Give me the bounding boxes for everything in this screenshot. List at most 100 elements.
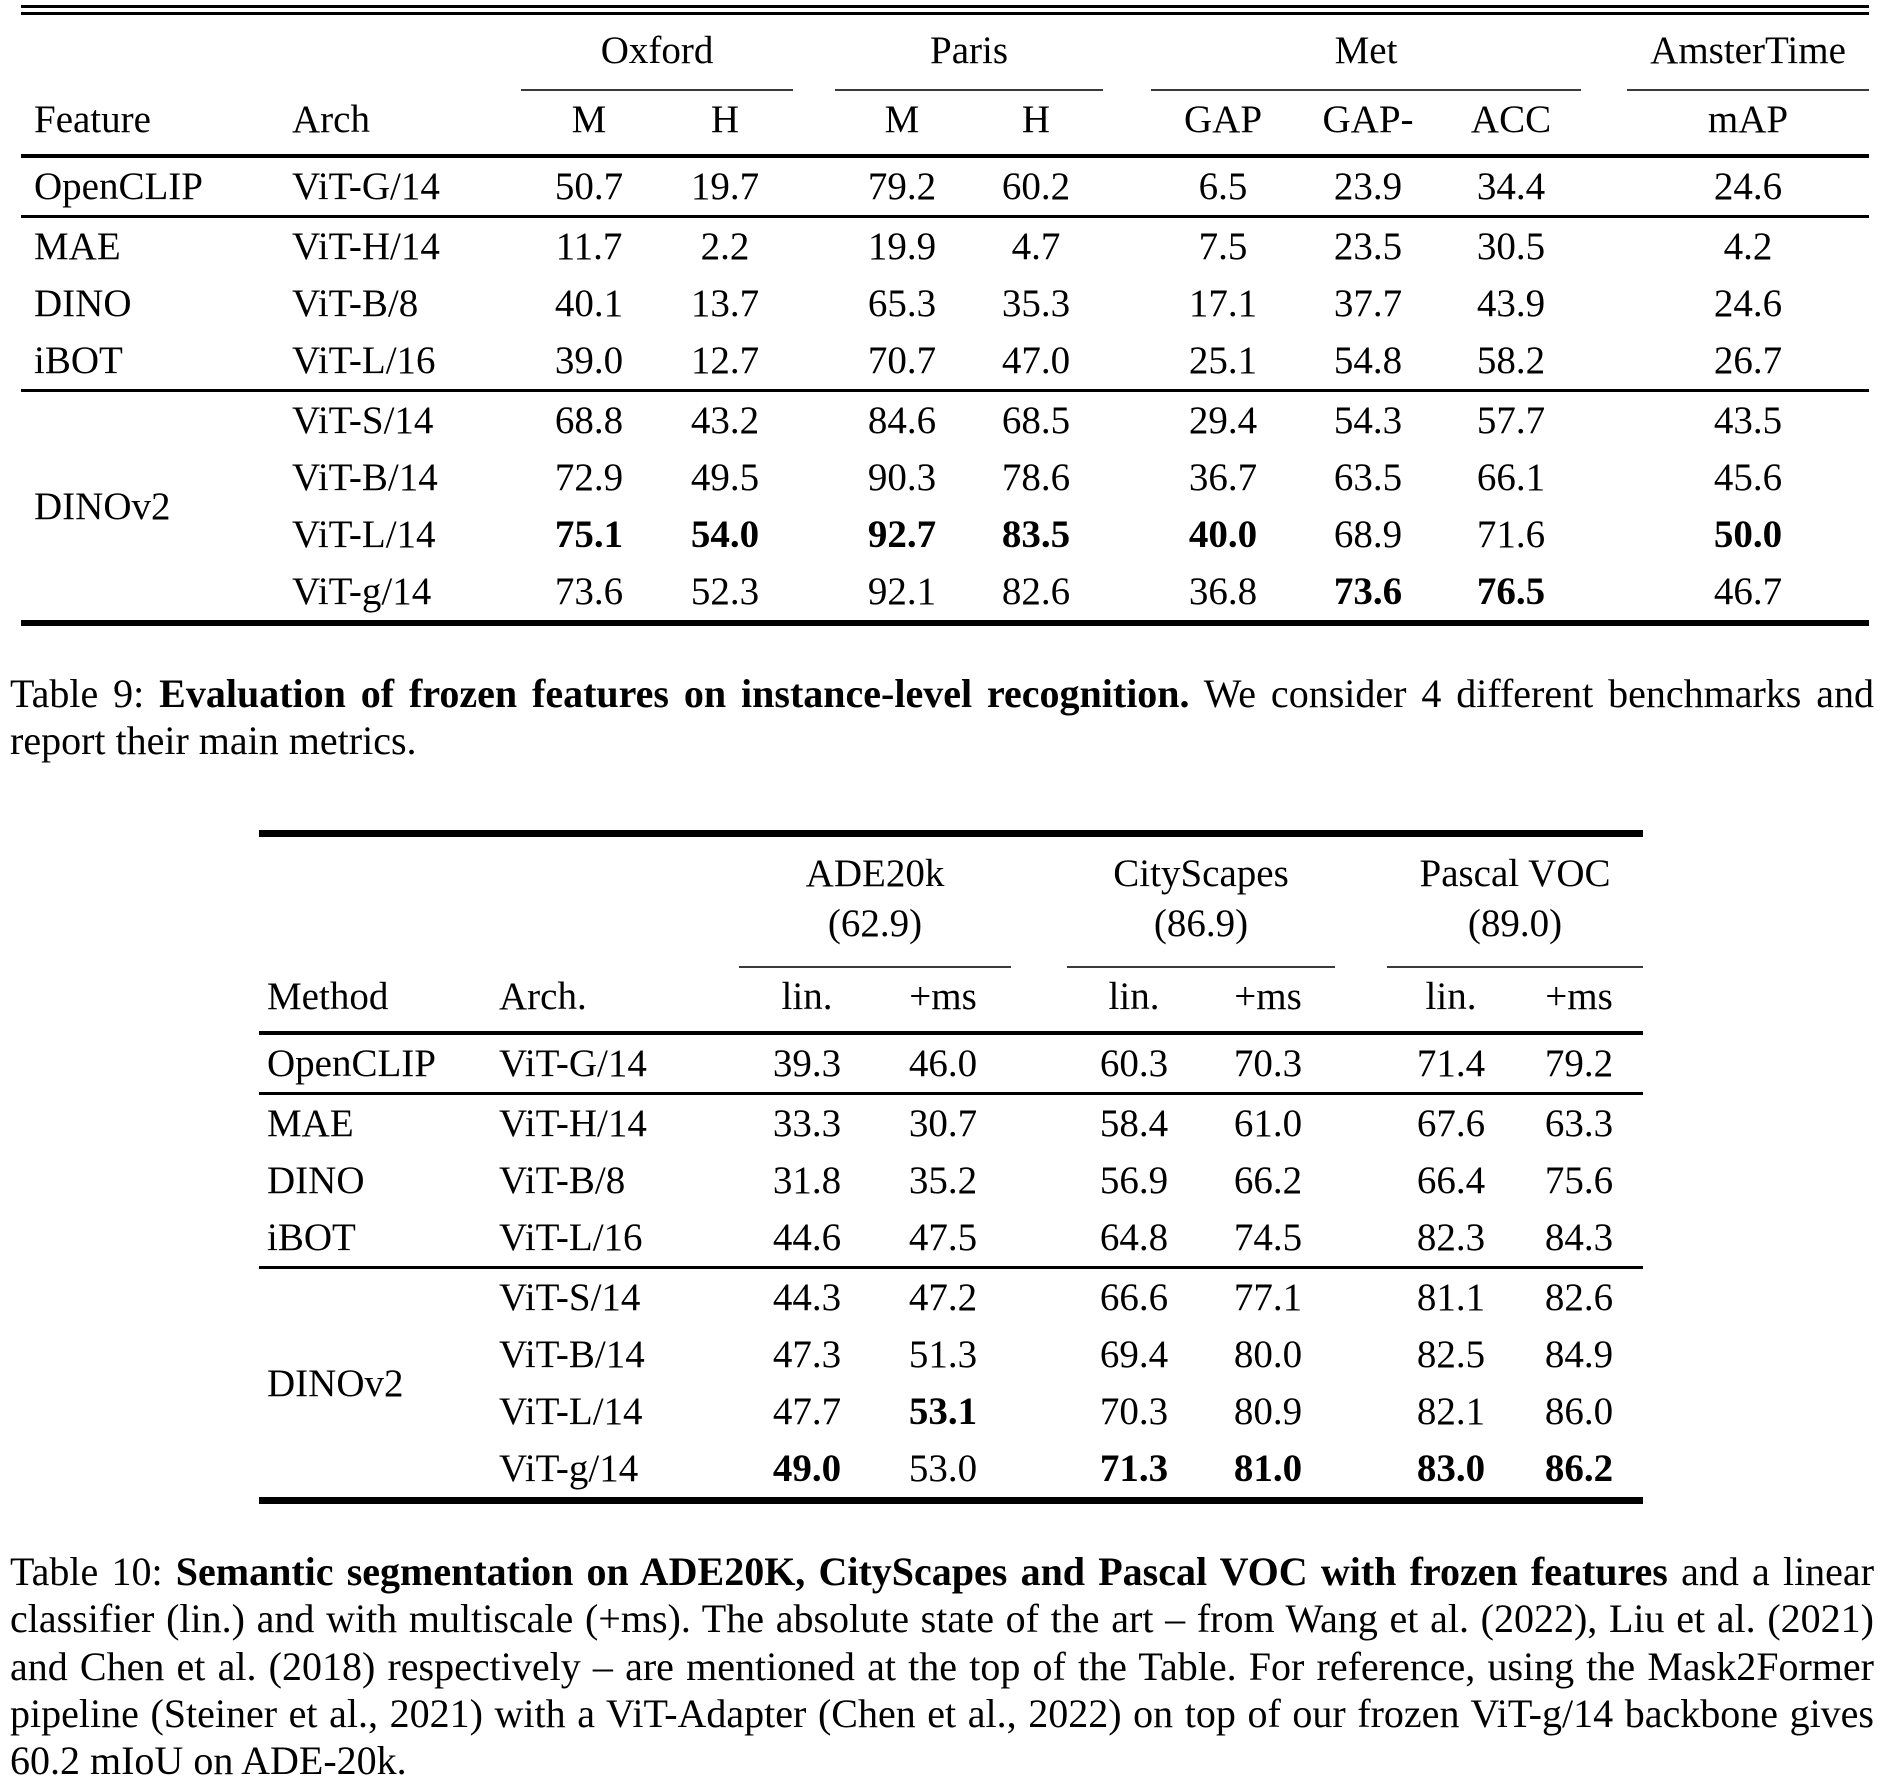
col-header-gap-minus: GAP- <box>1322 98 1414 141</box>
spacer <box>259 953 739 967</box>
spacer <box>1581 389 1628 449</box>
caption-text: We consider 4 different benchmarks and r… <box>10 671 1875 764</box>
metric-cell: 84.3 <box>1544 1216 1614 1260</box>
table10-group-rule-row <box>259 953 1644 969</box>
arch-cell: ViT-B/8 <box>292 282 419 325</box>
metric-cell: 35.3 <box>1001 282 1071 325</box>
metric-cell-best: 86.2 <box>1544 1447 1614 1491</box>
benchmark-header-pascalvoc: Pascal VOC (89.0) <box>1387 834 1643 953</box>
metric-cell-best: 50.0 <box>1713 513 1783 556</box>
table-row-dinov2-vitl: ViT-L/14 47.7 53.1 70.3 80.9 82.1 86.0 <box>259 1383 1643 1440</box>
metric-cell: 56.9 <box>1099 1159 1169 1203</box>
metric-cell: 77.1 <box>1201 1266 1336 1327</box>
spacer <box>1011 1209 1067 1268</box>
spacer <box>1103 449 1151 506</box>
spacer <box>1581 90 1627 156</box>
arch-cell: ViT-L/14 <box>499 1390 643 1434</box>
metric-cell: 19.9 <box>835 215 970 275</box>
metric-cell: 53.0 <box>908 1447 978 1491</box>
benchmark-header-ade20k: ADE20k (62.9) <box>739 834 1011 953</box>
metric-cell: 67.6 <box>1387 1092 1516 1153</box>
col-header-acc: ACC <box>1470 98 1552 141</box>
metric-cell: 71.6 <box>1476 513 1546 556</box>
column-group-rule <box>521 76 794 91</box>
metric-cell: 24.6 <box>1713 282 1783 325</box>
metric-cell: 44.3 <box>739 1266 875 1327</box>
metric-cell: 66.6 <box>1067 1266 1201 1327</box>
arch-cell: ViT-B/14 <box>292 456 438 499</box>
metric-cell: 30.7 <box>875 1092 1011 1153</box>
arch-cell: ViT-G/14 <box>491 1031 739 1094</box>
table-row-dinov2-vitb: ViT-B/14 47.3 51.3 69.4 80.0 82.5 84.9 <box>259 1326 1643 1383</box>
metric-cell: 80.0 <box>1233 1333 1303 1377</box>
metric-cell-best: 49.0 <box>772 1447 842 1491</box>
caption-label: Table 9: <box>10 671 160 716</box>
col-header-lin: lin. <box>1108 975 1160 1019</box>
arch-cell: ViT-G/14 <box>279 154 521 217</box>
col-header-arch: Arch <box>292 97 370 141</box>
group-header-met: Met <box>1334 29 1398 72</box>
table-row-ibot: iBOT ViT-L/16 39.0 12.7 70.7 47.0 25.1 5… <box>21 332 1869 391</box>
metric-cell: 75.6 <box>1544 1159 1614 1203</box>
metric-cell: 82.5 <box>1416 1333 1486 1377</box>
metric-cell: 90.3 <box>867 456 937 499</box>
metric-cell: 29.4 <box>1151 389 1296 449</box>
table-row-dinov2-vitg: ViT-g/14 73.6 52.3 92.1 82.6 36.8 73.6 7… <box>21 563 1869 623</box>
metric-cell: 12.7 <box>690 339 760 382</box>
col-header-lin: lin. <box>1425 975 1477 1019</box>
benchmark-name: ADE20k <box>805 852 945 896</box>
metric-cell: 63.3 <box>1515 1092 1644 1153</box>
table-row-mae: MAE ViT-H/14 33.3 30.7 58.4 61.0 67.6 63… <box>259 1092 1644 1153</box>
spacer <box>1103 563 1151 623</box>
spacer <box>259 834 739 953</box>
col-header-oxford-m: M <box>571 98 607 141</box>
metric-cell: 65.3 <box>867 282 937 325</box>
spacer <box>1581 76 1627 90</box>
feature-cell: MAE <box>21 215 279 275</box>
table-row-ibot: iBOT ViT-L/16 44.6 47.5 64.8 74.5 82.3 8… <box>259 1209 1643 1268</box>
metric-cell: 72.9 <box>554 456 624 499</box>
metric-cell: 60.2 <box>969 154 1104 217</box>
spacer <box>793 76 835 90</box>
metric-cell: 11.7 <box>521 215 657 275</box>
metric-cell-best: 73.6 <box>1333 570 1403 613</box>
table-row-dinov2-vitl: ViT-L/14 75.1 54.0 92.7 83.5 40.0 68.9 7… <box>21 506 1869 563</box>
spacer <box>793 506 835 563</box>
metric-cell: 33.3 <box>739 1092 875 1153</box>
metric-cell: 79.2 <box>835 154 970 217</box>
spacer <box>1103 275 1151 332</box>
metric-cell: 31.8 <box>772 1159 842 1203</box>
metric-cell: 35.2 <box>908 1159 978 1203</box>
table9-column-header-row: Feature Arch M H M H GAP GAP- ACC mAP <box>21 90 1869 156</box>
rowgroup-label-dinov2: DINOv2 <box>21 389 279 623</box>
spacer <box>21 76 521 90</box>
arch-cell: ViT-L/16 <box>292 339 436 382</box>
spacer <box>1103 332 1151 391</box>
spacer <box>793 90 835 156</box>
column-group-rule <box>739 953 1011 969</box>
spacer <box>1011 1266 1067 1327</box>
spacer <box>1011 1326 1067 1383</box>
spacer <box>1335 1031 1388 1094</box>
metric-cell: 17.1 <box>1188 282 1258 325</box>
arch-cell: ViT-g/14 <box>499 1447 639 1491</box>
caption-bold-title: Semantic segmentation on ADE20K, CitySca… <box>175 1549 1668 1595</box>
spacer <box>1103 90 1151 156</box>
col-header-lin: lin. <box>781 975 833 1019</box>
spacer <box>1011 1383 1067 1440</box>
metric-cell: 84.6 <box>835 389 970 449</box>
metric-cell: 84.9 <box>1544 1333 1614 1377</box>
feature-cell: DINO <box>34 282 132 325</box>
metric-cell: 51.3 <box>908 1333 978 1377</box>
metric-cell: 78.6 <box>1001 456 1071 499</box>
metric-cell: 46.0 <box>875 1031 1011 1094</box>
arch-cell: ViT-L/14 <box>292 513 436 556</box>
spacer <box>1581 506 1627 563</box>
spacer <box>793 332 835 391</box>
table-row-dino: DINO ViT-B/8 40.1 13.7 65.3 35.3 17.1 37… <box>21 275 1869 332</box>
spacer <box>1335 1383 1387 1440</box>
arch-cell: ViT-B/8 <box>499 1159 626 1203</box>
feature-cell: OpenCLIP <box>21 154 279 217</box>
spacer <box>793 154 836 217</box>
metric-cell: 4.7 <box>969 215 1104 275</box>
